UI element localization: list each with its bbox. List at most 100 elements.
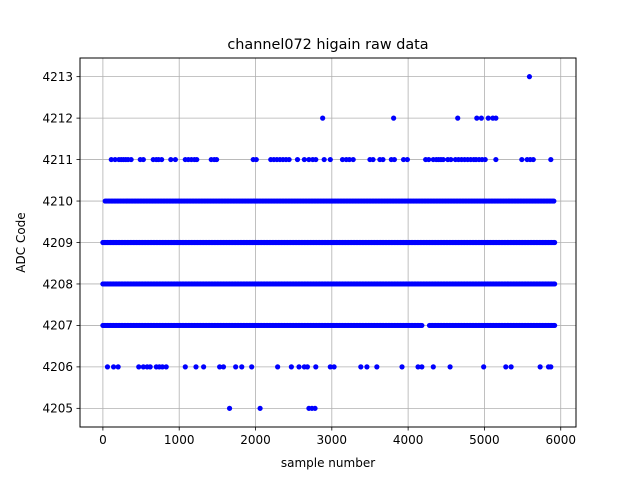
y-tick-label: 4212 [42, 111, 73, 125]
data-point [306, 156, 312, 163]
y-tick-label: 4213 [42, 70, 73, 84]
data-point [391, 115, 397, 121]
y-tick-label: 4211 [42, 153, 73, 167]
x-tick-label: 2000 [240, 433, 271, 447]
data-point [104, 364, 111, 370]
data-point [288, 364, 294, 370]
x-tick-label: 6000 [545, 433, 576, 447]
data-point [140, 364, 146, 370]
data-point [339, 156, 346, 163]
data-point [159, 156, 165, 163]
data-point [115, 364, 121, 370]
data-point [163, 364, 169, 370]
data-point [296, 364, 302, 370]
x-axis-title: sample number [281, 456, 375, 470]
y-tick-label: 4205 [42, 402, 73, 416]
data-point [213, 156, 220, 163]
y-axis-ticks: 4205 4206 4207 4208 4209 4210 4211 4212 4213 [42, 70, 80, 416]
data-point [331, 364, 337, 370]
data-point [313, 156, 319, 163]
x-tick-label: 1000 [164, 433, 195, 447]
data-point [253, 156, 259, 163]
data-point [426, 156, 432, 163]
data-point [193, 364, 199, 370]
data-point [275, 364, 281, 370]
data-point [440, 156, 446, 163]
data-point [552, 322, 558, 329]
data-point [286, 156, 292, 163]
data-point [485, 115, 491, 121]
data-point [400, 156, 407, 163]
data-point [519, 156, 525, 163]
data-point [327, 364, 333, 370]
data-point [313, 364, 319, 370]
data-point [481, 364, 487, 370]
data-point [551, 198, 557, 204]
data-point [327, 156, 333, 163]
data-point [370, 156, 376, 163]
data-point [108, 156, 114, 163]
data-point [147, 364, 153, 370]
data-point [249, 364, 255, 370]
x-tick-label: 3000 [317, 433, 348, 447]
data-point [257, 405, 263, 411]
data-point [430, 364, 436, 370]
y-tick-label: 4207 [42, 319, 73, 333]
data-point [136, 364, 142, 370]
y-tick-label: 4210 [42, 194, 73, 208]
data-point [194, 156, 200, 163]
data-point [217, 364, 223, 370]
data-point [294, 156, 301, 163]
data-point [530, 156, 536, 163]
data-point [548, 364, 554, 370]
data-point [346, 156, 352, 163]
data-point [374, 364, 380, 370]
x-tick-label: 5000 [469, 433, 500, 447]
data-point [455, 115, 461, 121]
data-point [552, 239, 558, 246]
data-point [301, 156, 307, 163]
data-point [320, 115, 326, 121]
data-point [482, 156, 488, 163]
data-point [419, 364, 425, 370]
data-point [380, 156, 386, 163]
data-point [226, 405, 233, 411]
data-point [168, 156, 174, 163]
data-point [493, 156, 499, 163]
data-point [448, 156, 454, 163]
data-point [128, 156, 134, 163]
data-point [112, 156, 118, 163]
data-point [312, 405, 318, 411]
data-point [159, 364, 166, 370]
data-points [100, 74, 558, 411]
y-axis-title: ADC Code [14, 212, 28, 272]
data-point [508, 364, 514, 370]
data-point [537, 364, 543, 370]
data-point [110, 364, 117, 370]
data-point [321, 156, 327, 163]
data-point [358, 364, 364, 370]
data-point [474, 115, 480, 121]
y-tick-label: 4206 [42, 360, 73, 374]
data-point [220, 364, 227, 370]
data-point [140, 156, 146, 163]
data-point [548, 156, 554, 163]
data-point [304, 364, 310, 370]
x-tick-label: 4000 [393, 433, 424, 447]
data-point [404, 156, 410, 163]
data-point [447, 364, 453, 370]
data-point [364, 364, 370, 370]
data-point [419, 322, 425, 329]
data-point [233, 364, 239, 370]
data-point [391, 156, 397, 163]
data-point [415, 364, 421, 370]
data-point [503, 364, 509, 370]
x-axis-ticks: 0 1000 2000 3000 4000 5000 6000 [99, 427, 576, 447]
data-point [552, 281, 558, 287]
data-point [399, 364, 405, 370]
data-point [350, 156, 356, 163]
data-point [182, 364, 188, 370]
data-point [478, 115, 484, 121]
y-tick-label: 4209 [42, 236, 73, 250]
